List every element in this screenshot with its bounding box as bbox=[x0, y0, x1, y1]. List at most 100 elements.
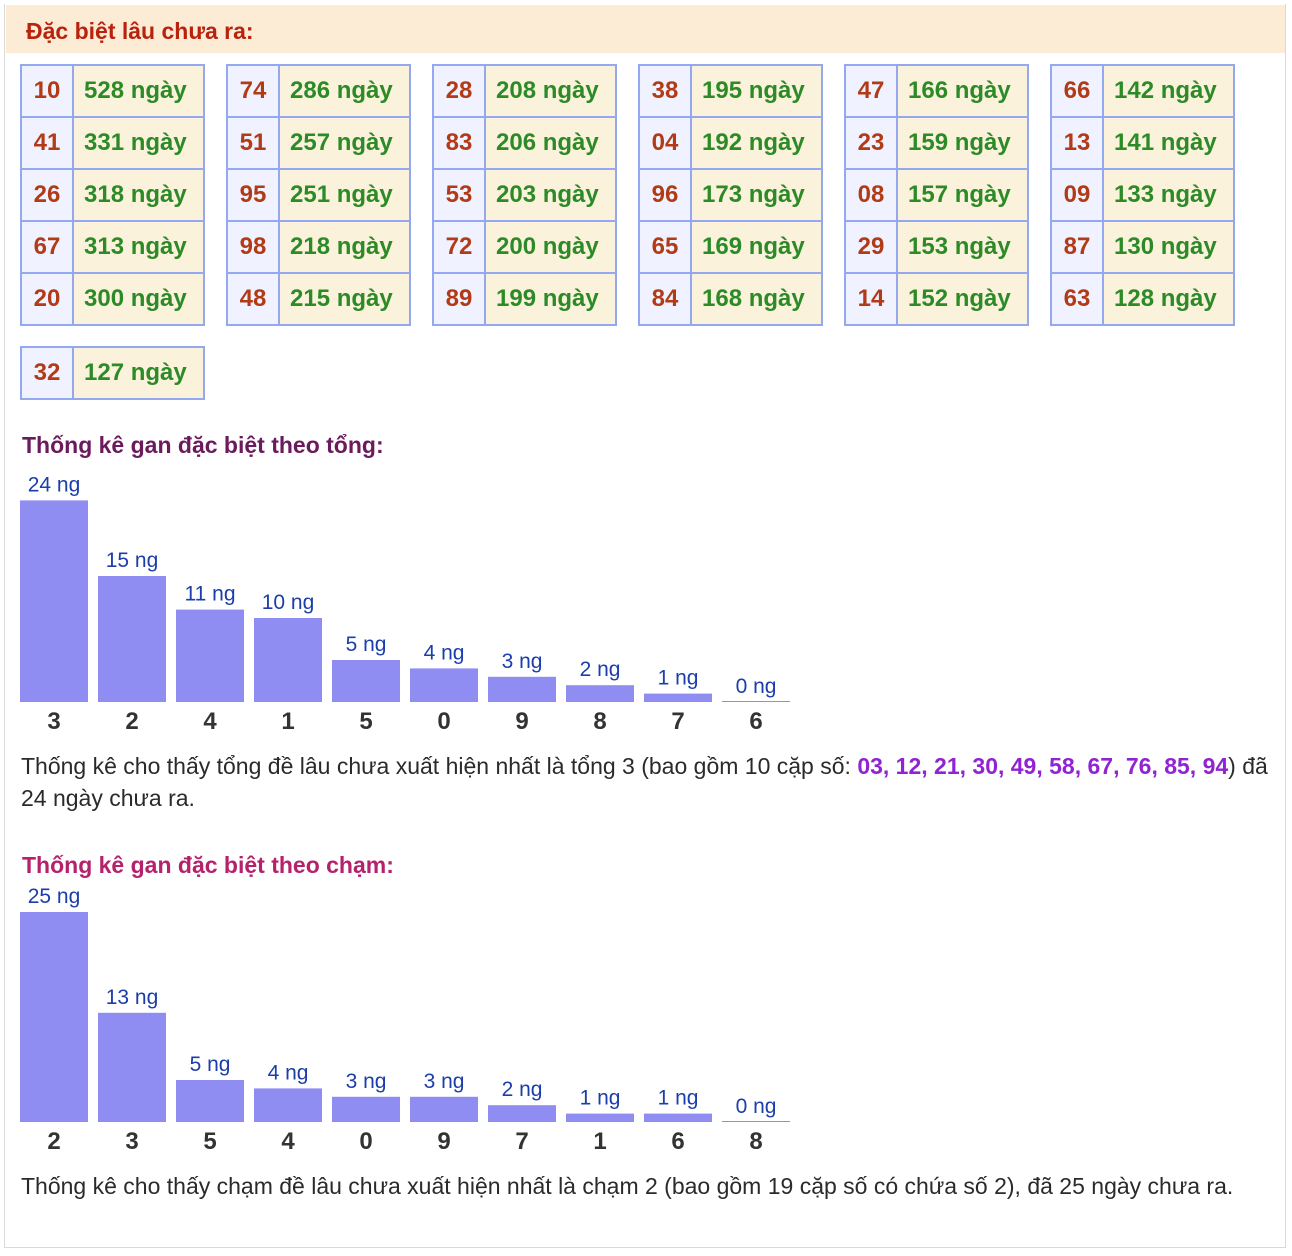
bar bbox=[644, 693, 712, 702]
gan-days: 206 ngày bbox=[486, 118, 615, 168]
gan-number: 38 bbox=[640, 66, 690, 116]
gan-number: 51 bbox=[228, 118, 278, 168]
bar bbox=[332, 1096, 400, 1122]
touch-section-title: Thống kê gan đặc biệt theo chạm: bbox=[22, 852, 394, 878]
gan-table: 28 208 ngày 83 206 ngày 53 203 ngày 72 200 ngày… bbox=[432, 64, 617, 326]
bar-value-label: 25 ng bbox=[28, 885, 81, 908]
gan-row: 04 192 ngày bbox=[640, 118, 821, 168]
gan-days: 157 ngày bbox=[898, 170, 1027, 220]
gan-days: 528 ngày bbox=[74, 66, 203, 116]
category-label: 3 bbox=[47, 708, 60, 735]
category-label: 0 bbox=[437, 708, 450, 735]
bar-value-label: 1 ng bbox=[658, 1087, 699, 1110]
gan-days: 300 ngày bbox=[74, 274, 203, 324]
gan-number: 41 bbox=[22, 118, 72, 168]
bar bbox=[566, 685, 634, 702]
sum-note-text-end: ) đã 24 ngày chưa ra. bbox=[21, 753, 1268, 811]
gan-days: 208 ngày bbox=[486, 66, 615, 116]
gan-days: 159 ngày bbox=[898, 118, 1027, 168]
gan-days: 251 ngày bbox=[280, 170, 409, 220]
category-label: 2 bbox=[47, 1128, 60, 1155]
gan-row: 23 159 ngày bbox=[846, 118, 1027, 168]
sum-note: Thống kê cho thấy tổng đề lâu chưa xuất … bbox=[21, 750, 1276, 814]
header-bar: Đặc biệt lâu chưa ra: bbox=[6, 5, 1285, 53]
gan-number: 09 bbox=[1052, 170, 1102, 220]
gan-row: 51 257 ngày bbox=[228, 118, 409, 168]
category-label: 4 bbox=[203, 708, 217, 735]
bar bbox=[254, 1088, 322, 1122]
bar bbox=[254, 618, 322, 702]
touch-note: Thống kê cho thấy chạm đề lâu chưa xuất … bbox=[21, 1173, 1234, 1199]
category-label: 4 bbox=[281, 1128, 295, 1155]
gan-row: 20 300 ngày bbox=[22, 274, 203, 324]
gan-row: 89 199 ngày bbox=[434, 274, 615, 324]
category-label: 1 bbox=[593, 1128, 606, 1155]
category-label: 0 bbox=[359, 1128, 372, 1155]
gan-row: 67 313 ngày bbox=[22, 222, 203, 272]
gan-days: 203 ngày bbox=[486, 170, 615, 220]
gan-number: 89 bbox=[434, 274, 484, 324]
gan-number: 96 bbox=[640, 170, 690, 220]
content-frame bbox=[4, 4, 1286, 1248]
gan-days: 313 ngày bbox=[74, 222, 203, 272]
gan-number: 13 bbox=[1052, 118, 1102, 168]
gan-row: 63 128 ngày bbox=[1052, 274, 1233, 324]
bar-value-label: 13 ng bbox=[106, 986, 159, 1009]
bar-value-label: 1 ng bbox=[580, 1087, 621, 1110]
gan-days: 169 ngày bbox=[692, 222, 821, 272]
gan-number: 66 bbox=[1052, 66, 1102, 116]
gan-days: 141 ngày bbox=[1104, 118, 1233, 168]
gan-number: 98 bbox=[228, 222, 278, 272]
gan-table: 38 195 ngày 04 192 ngày 96 173 ngày 65 169 ngày… bbox=[638, 64, 823, 326]
category-label: 9 bbox=[515, 708, 528, 735]
sum-section-title: Thống kê gan đặc biệt theo tổng: bbox=[22, 432, 384, 458]
gan-row: 66 142 ngày bbox=[1052, 66, 1233, 116]
bar-value-label: 2 ng bbox=[502, 1078, 543, 1101]
category-label: 6 bbox=[749, 708, 762, 735]
gan-number: 87 bbox=[1052, 222, 1102, 272]
gan-days: 257 ngày bbox=[280, 118, 409, 168]
gan-days: 218 ngày bbox=[280, 222, 409, 272]
gan-number: 23 bbox=[846, 118, 896, 168]
gan-number: 29 bbox=[846, 222, 896, 272]
gan-number: 10 bbox=[22, 66, 72, 116]
gan-row: 84 168 ngày bbox=[640, 274, 821, 324]
gan-row: 53 203 ngày bbox=[434, 170, 615, 220]
gan-table: 10 528 ngày 41 331 ngày 26 318 ngày 67 313 ngày… bbox=[20, 64, 205, 326]
gan-row: 47 166 ngày bbox=[846, 66, 1027, 116]
gan-table: 47 166 ngày 23 159 ngày 08 157 ngày 29 153 ngày… bbox=[844, 64, 1029, 326]
gan-number: 08 bbox=[846, 170, 896, 220]
gan-number: 53 bbox=[434, 170, 484, 220]
gan-days: 127 ngày bbox=[74, 348, 203, 398]
gan-row: 09 133 ngày bbox=[1052, 170, 1233, 220]
gan-days: 130 ngày bbox=[1104, 222, 1233, 272]
category-label: 7 bbox=[515, 1128, 528, 1155]
sum-note-text: Thống kê cho thấy tổng đề lâu chưa xuất … bbox=[21, 753, 858, 779]
gan-days: 192 ngày bbox=[692, 118, 821, 168]
bar-value-label: 24 ng bbox=[28, 473, 81, 496]
bar-value-label: 15 ng bbox=[106, 549, 159, 572]
gan-days: 286 ngày bbox=[280, 66, 409, 116]
touch-chart: 25 ng 2 13 ng 3 5 ng 5 4 ng 4 3 ng 0 3 ng 9 2 ng 7 1 n… bbox=[20, 885, 790, 1155]
gan-number: 14 bbox=[846, 274, 896, 324]
gan-number: 65 bbox=[640, 222, 690, 272]
sum-note-numbers: 03, 12, 21, 30, 49, 58, 67, 76, 85, 94 bbox=[857, 753, 1229, 779]
category-label: 2 bbox=[125, 708, 138, 735]
gan-number: 32 bbox=[22, 348, 72, 398]
gan-number: 72 bbox=[434, 222, 484, 272]
bar bbox=[98, 1012, 166, 1122]
gan-number: 95 bbox=[228, 170, 278, 220]
bar bbox=[20, 500, 88, 702]
page-title: Đặc biệt lâu chưa ra: bbox=[26, 18, 254, 44]
gan-number: 20 bbox=[22, 274, 72, 324]
category-label: 5 bbox=[203, 1128, 216, 1155]
bar bbox=[176, 609, 244, 702]
bar bbox=[488, 676, 556, 702]
gan-row: 26 318 ngày bbox=[22, 170, 203, 220]
gan-days: 173 ngày bbox=[692, 170, 821, 220]
bar-value-label: 3 ng bbox=[502, 650, 543, 673]
gan-number: 74 bbox=[228, 66, 278, 116]
bar bbox=[410, 668, 478, 702]
gan-number: 04 bbox=[640, 118, 690, 168]
